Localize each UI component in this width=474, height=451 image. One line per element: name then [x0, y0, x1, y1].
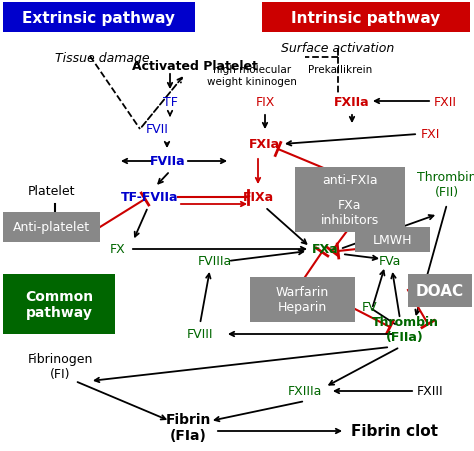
Text: FVIIa: FVIIa [150, 155, 186, 168]
Text: FV: FV [362, 301, 378, 314]
Bar [250, 277, 355, 322]
Text: Extrinsic pathway: Extrinsic pathway [22, 10, 175, 25]
Bar [295, 168, 405, 193]
Bar [295, 193, 405, 232]
Text: FVa: FVa [379, 255, 401, 268]
Bar [408, 274, 472, 307]
Text: Surface activation: Surface activation [282, 42, 395, 55]
Text: FIX: FIX [255, 95, 275, 108]
Text: FXIIa: FXIIa [334, 95, 370, 108]
Text: TF-FVIIa: TF-FVIIa [121, 191, 179, 204]
Text: Tissue damage: Tissue damage [55, 52, 150, 65]
Text: Prekallikrein: Prekallikrein [308, 65, 372, 75]
Text: Fibrin
(FIa): Fibrin (FIa) [165, 412, 210, 442]
Text: Anti-platelet: Anti-platelet [13, 221, 90, 234]
Text: Fibrinogen
(FI): Fibrinogen (FI) [27, 352, 93, 380]
Text: Thrombin
(FIIa): Thrombin (FIIa) [372, 315, 438, 343]
Text: FXI: FXI [420, 128, 440, 141]
Bar [3, 274, 115, 334]
Text: high molecular
weight kininogen: high molecular weight kininogen [207, 65, 297, 87]
Text: FXa: FXa [312, 243, 338, 256]
Text: Platelet: Platelet [28, 185, 76, 198]
Text: Warfarin
Heparin: Warfarin Heparin [276, 286, 329, 314]
Text: FX: FX [110, 243, 126, 256]
Text: FVII: FVII [146, 123, 168, 136]
Text: FXIII: FXIII [417, 385, 443, 398]
Text: Common
pathway: Common pathway [25, 289, 93, 319]
Text: Activated Platelet: Activated Platelet [132, 60, 258, 73]
Bar [355, 227, 430, 253]
Bar [3, 3, 195, 33]
Text: FXII: FXII [434, 95, 456, 108]
Text: Intrinsic pathway: Intrinsic pathway [292, 10, 441, 25]
Text: anti-FXIa: anti-FXIa [322, 174, 378, 187]
Text: LMWH: LMWH [373, 234, 412, 246]
Text: FXa
inhibitors: FXa inhibitors [321, 198, 379, 226]
Text: FVIIIa: FVIIIa [198, 255, 232, 268]
Bar [262, 3, 470, 33]
Text: FXIa: FXIa [248, 138, 280, 151]
Text: Thrombin
(FII): Thrombin (FII) [417, 170, 474, 198]
Bar [3, 212, 100, 243]
Text: FVIII: FVIII [187, 328, 213, 341]
Text: DOAC: DOAC [416, 283, 464, 299]
Text: Fibrin clot: Fibrin clot [352, 423, 438, 438]
Text: TF: TF [163, 95, 177, 108]
Text: FXIIIa: FXIIIa [288, 385, 322, 398]
Text: FIXa: FIXa [242, 191, 273, 204]
